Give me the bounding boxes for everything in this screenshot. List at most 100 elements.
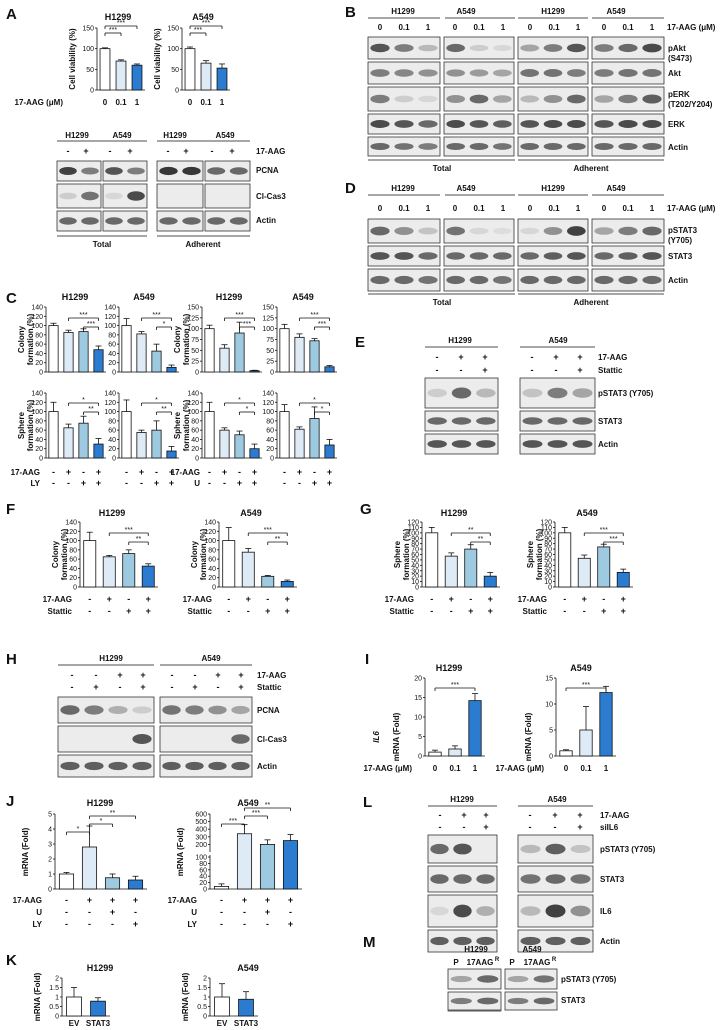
blot-band <box>570 905 591 917</box>
treatment-sign: - <box>88 907 91 917</box>
blot-band <box>127 217 145 225</box>
treatment-label: 17-AAG <box>518 595 547 604</box>
bar <box>127 879 144 890</box>
cell-label: H1299 <box>464 945 488 954</box>
y-tick-label: 10 <box>545 702 553 709</box>
treatment-sign: + <box>285 594 290 604</box>
blot-band <box>477 975 499 983</box>
blot-strip <box>102 210 148 232</box>
sig-label: *** <box>194 27 202 34</box>
cell-label: A549 <box>201 654 221 663</box>
y-tick-label: 0 <box>270 456 274 463</box>
y-tick-label: 10 <box>544 579 552 586</box>
y-tick-label: 120 <box>540 520 552 527</box>
blot-band <box>493 44 512 52</box>
y-tick-label: 20 <box>411 574 419 581</box>
y-tick-label: 110 <box>541 525 552 532</box>
treatment-label: 17-AAG <box>256 147 285 156</box>
y-tick-label: 40 <box>69 566 77 573</box>
bar <box>214 996 230 1017</box>
treatment-sign: - <box>171 682 174 692</box>
treatment-label: Stattic <box>257 683 282 692</box>
treatment-sign: - <box>171 670 174 680</box>
blot-label: pAkt <box>668 44 686 53</box>
blot-band <box>105 192 123 200</box>
dose-label: 0.1 <box>622 204 634 213</box>
x-tick-label: EV <box>69 1019 80 1028</box>
sig-label: * <box>246 406 249 413</box>
bar <box>121 411 132 459</box>
treatment-sign: - <box>125 478 128 488</box>
blot-band <box>533 997 555 1005</box>
bar <box>234 332 245 373</box>
treatment-sign: - <box>460 365 463 375</box>
y-tick-label: 40 <box>35 351 43 358</box>
blot-band <box>520 844 541 854</box>
y-axis-label: IL6 <box>372 731 381 743</box>
y-tick-label: 5 <box>549 728 553 735</box>
treatment-label: 17-AAG (μM) <box>364 764 413 773</box>
treatment-sign: + <box>110 907 115 917</box>
panel-letter: M <box>363 934 376 951</box>
bar <box>238 998 254 1017</box>
blot-label: pSTAT3 <box>668 226 698 235</box>
treatment-sign: - <box>220 907 223 917</box>
blot-band <box>493 120 512 128</box>
sig-label: * <box>321 406 324 413</box>
y-tick-label: 140 <box>104 305 116 312</box>
treatment-sign: - <box>283 478 286 488</box>
treatment-sign: - <box>95 670 98 680</box>
blot-band <box>493 69 512 77</box>
treatment-sign: + <box>238 682 243 692</box>
y-tick-label: 0 <box>203 1014 207 1021</box>
treatment-sign: - <box>463 822 466 832</box>
y-tick-label: 120 <box>204 529 216 536</box>
blot-band <box>642 43 662 53</box>
treatment-sign: + <box>215 670 220 680</box>
bar <box>104 877 121 890</box>
blot-band <box>507 975 529 983</box>
bar <box>99 48 111 91</box>
treatment-sign: + <box>83 146 88 156</box>
treatment-sign: - <box>223 478 226 488</box>
blot-band <box>370 252 390 260</box>
y-tick-label: 25 <box>266 359 274 366</box>
y-tick-label: 140 <box>104 391 116 398</box>
treatment-label: 17-AAG <box>171 468 200 477</box>
y-tick-label: 50 <box>266 348 274 355</box>
y-tick-label: 1 <box>203 995 207 1002</box>
blot-band <box>642 94 662 104</box>
treatment-label: 17-AAG <box>168 896 197 905</box>
blot-band <box>520 906 541 916</box>
blot-label: IL6 <box>600 907 612 916</box>
treatment-sign: - <box>220 919 223 929</box>
y-tick-label: 600 <box>195 812 207 819</box>
y-tick-label: 110 <box>408 525 419 532</box>
blot-band <box>493 227 512 235</box>
y-tick-label: 0 <box>112 370 116 377</box>
y-tick-label: 0 <box>39 456 43 463</box>
blot-band <box>182 166 201 176</box>
blot-band <box>567 94 586 104</box>
blot-band <box>394 44 414 52</box>
treatment-sign: - <box>439 810 442 820</box>
sig-label: *** <box>235 312 243 319</box>
blot-strip <box>102 160 148 182</box>
treatment-label: LY <box>188 920 198 929</box>
treatment-sign: + <box>577 365 582 375</box>
blot-band <box>520 120 540 128</box>
y-axis-label: formation (%) <box>60 528 69 580</box>
bar <box>58 873 75 890</box>
treatment-sign: - <box>127 594 130 604</box>
sig-label: * <box>100 818 103 825</box>
blot-band <box>543 120 563 128</box>
y-tick-label: 100 <box>262 409 274 416</box>
bar <box>83 540 97 588</box>
blot-band <box>642 252 662 260</box>
y-tick-label: 100 <box>104 409 116 416</box>
blot-band <box>618 43 638 53</box>
blot-label: pSTAT3 (Y705) <box>598 389 654 398</box>
blot-band <box>418 95 438 103</box>
y-tick-label: 120 <box>407 520 419 527</box>
dose-label: 1 <box>501 23 506 32</box>
